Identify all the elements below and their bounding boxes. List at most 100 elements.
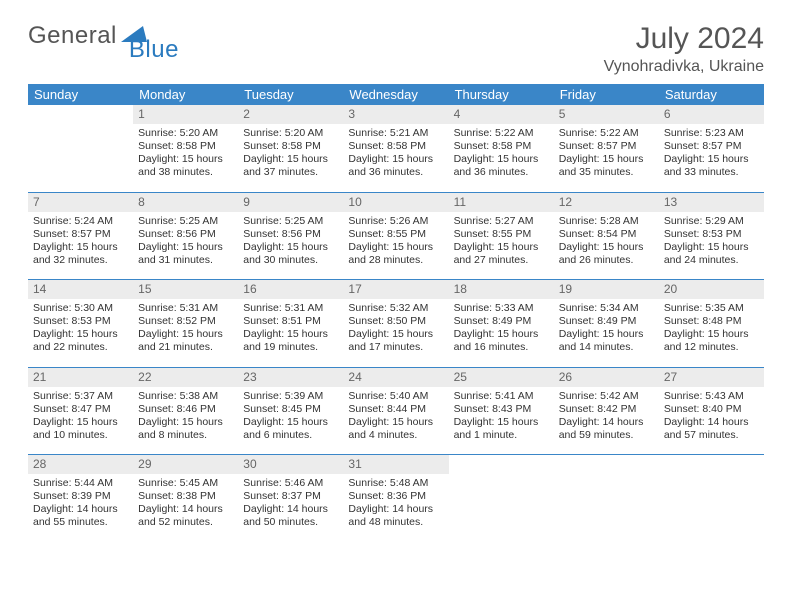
sunrise-text: Sunrise: 5:37 AM (33, 390, 128, 403)
sunrise-text: Sunrise: 5:31 AM (243, 302, 338, 315)
sunset-text: Sunset: 8:49 PM (559, 315, 654, 328)
day-detail: Sunrise: 5:28 AMSunset: 8:54 PMDaylight:… (554, 212, 659, 280)
day-detail: Sunrise: 5:35 AMSunset: 8:48 PMDaylight:… (659, 299, 764, 367)
daylight-text: Daylight: 14 hours and 55 minutes. (33, 503, 128, 529)
day-number: 8 (133, 193, 238, 212)
day-number: 22 (133, 368, 238, 387)
day-number: 21 (28, 368, 133, 387)
sunset-text: Sunset: 8:46 PM (138, 403, 233, 416)
day-detail: Sunrise: 5:20 AMSunset: 8:58 PMDaylight:… (133, 124, 238, 192)
weekday-header: Wednesday (343, 84, 448, 105)
daylight-text: Daylight: 15 hours and 36 minutes. (348, 153, 443, 179)
day-number: 25 (449, 368, 554, 387)
weekday-header: Tuesday (238, 84, 343, 105)
sunrise-text: Sunrise: 5:27 AM (454, 215, 549, 228)
weekday-header: Sunday (28, 84, 133, 105)
daylight-text: Daylight: 15 hours and 14 minutes. (559, 328, 654, 354)
calendar-day-cell: 28Sunrise: 5:44 AMSunset: 8:39 PMDayligh… (28, 455, 133, 542)
sunset-text: Sunset: 8:56 PM (243, 228, 338, 241)
sunset-text: Sunset: 8:53 PM (33, 315, 128, 328)
day-detail: Sunrise: 5:25 AMSunset: 8:56 PMDaylight:… (238, 212, 343, 280)
sunrise-text: Sunrise: 5:28 AM (559, 215, 654, 228)
daylight-text: Daylight: 15 hours and 8 minutes. (138, 416, 233, 442)
day-detail: Sunrise: 5:32 AMSunset: 8:50 PMDaylight:… (343, 299, 448, 367)
daylight-text: Daylight: 15 hours and 36 minutes. (454, 153, 549, 179)
day-detail: Sunrise: 5:22 AMSunset: 8:57 PMDaylight:… (554, 124, 659, 192)
calendar-day-cell: 9Sunrise: 5:25 AMSunset: 8:56 PMDaylight… (238, 192, 343, 280)
day-detail: Sunrise: 5:39 AMSunset: 8:45 PMDaylight:… (238, 387, 343, 455)
logo: General Blue (28, 22, 179, 50)
daylight-text: Daylight: 14 hours and 52 minutes. (138, 503, 233, 529)
day-detail: Sunrise: 5:34 AMSunset: 8:49 PMDaylight:… (554, 299, 659, 367)
calendar-day-cell: 15Sunrise: 5:31 AMSunset: 8:52 PMDayligh… (133, 280, 238, 368)
logo-text-general: General (28, 22, 117, 50)
day-detail: Sunrise: 5:46 AMSunset: 8:37 PMDaylight:… (238, 474, 343, 542)
day-detail: Sunrise: 5:33 AMSunset: 8:49 PMDaylight:… (449, 299, 554, 367)
sunrise-text: Sunrise: 5:22 AM (559, 127, 654, 140)
calendar-day-cell: 3Sunrise: 5:21 AMSunset: 8:58 PMDaylight… (343, 105, 448, 192)
sunset-text: Sunset: 8:57 PM (664, 140, 759, 153)
calendar-week-row: 28Sunrise: 5:44 AMSunset: 8:39 PMDayligh… (28, 455, 764, 542)
sunset-text: Sunset: 8:47 PM (33, 403, 128, 416)
calendar-day-cell: 7Sunrise: 5:24 AMSunset: 8:57 PMDaylight… (28, 192, 133, 280)
daylight-text: Daylight: 15 hours and 17 minutes. (348, 328, 443, 354)
sunrise-text: Sunrise: 5:41 AM (454, 390, 549, 403)
daylight-text: Daylight: 15 hours and 31 minutes. (138, 241, 233, 267)
sunset-text: Sunset: 8:58 PM (138, 140, 233, 153)
calendar-day-cell (449, 455, 554, 542)
day-number: 13 (659, 193, 764, 212)
sunrise-text: Sunrise: 5:40 AM (348, 390, 443, 403)
sunrise-text: Sunrise: 5:42 AM (559, 390, 654, 403)
daylight-text: Daylight: 15 hours and 26 minutes. (559, 241, 654, 267)
day-number (659, 455, 764, 474)
day-number: 28 (28, 455, 133, 474)
day-number: 5 (554, 105, 659, 124)
day-detail: Sunrise: 5:21 AMSunset: 8:58 PMDaylight:… (343, 124, 448, 192)
calendar-day-cell: 26Sunrise: 5:42 AMSunset: 8:42 PMDayligh… (554, 367, 659, 455)
calendar-week-row: 21Sunrise: 5:37 AMSunset: 8:47 PMDayligh… (28, 367, 764, 455)
day-number: 3 (343, 105, 448, 124)
sunset-text: Sunset: 8:58 PM (348, 140, 443, 153)
day-number: 30 (238, 455, 343, 474)
calendar-day-cell: 14Sunrise: 5:30 AMSunset: 8:53 PMDayligh… (28, 280, 133, 368)
day-number: 14 (28, 280, 133, 299)
sunset-text: Sunset: 8:58 PM (243, 140, 338, 153)
logo-text-blue: Blue (129, 36, 179, 64)
day-number: 10 (343, 193, 448, 212)
daylight-text: Daylight: 15 hours and 1 minute. (454, 416, 549, 442)
calendar-day-cell: 6Sunrise: 5:23 AMSunset: 8:57 PMDaylight… (659, 105, 764, 192)
daylight-text: Daylight: 15 hours and 10 minutes. (33, 416, 128, 442)
day-number: 16 (238, 280, 343, 299)
sunrise-text: Sunrise: 5:32 AM (348, 302, 443, 315)
day-detail: Sunrise: 5:37 AMSunset: 8:47 PMDaylight:… (28, 387, 133, 455)
sunset-text: Sunset: 8:56 PM (138, 228, 233, 241)
daylight-text: Daylight: 15 hours and 24 minutes. (664, 241, 759, 267)
sunset-text: Sunset: 8:58 PM (454, 140, 549, 153)
day-detail: Sunrise: 5:25 AMSunset: 8:56 PMDaylight:… (133, 212, 238, 280)
daylight-text: Daylight: 15 hours and 12 minutes. (664, 328, 759, 354)
calendar-day-cell: 12Sunrise: 5:28 AMSunset: 8:54 PMDayligh… (554, 192, 659, 280)
day-number: 1 (133, 105, 238, 124)
sunset-text: Sunset: 8:44 PM (348, 403, 443, 416)
daylight-text: Daylight: 15 hours and 16 minutes. (454, 328, 549, 354)
calendar-day-cell: 4Sunrise: 5:22 AMSunset: 8:58 PMDaylight… (449, 105, 554, 192)
sunset-text: Sunset: 8:49 PM (454, 315, 549, 328)
calendar-day-cell: 29Sunrise: 5:45 AMSunset: 8:38 PMDayligh… (133, 455, 238, 542)
sunset-text: Sunset: 8:57 PM (33, 228, 128, 241)
calendar-day-cell: 11Sunrise: 5:27 AMSunset: 8:55 PMDayligh… (449, 192, 554, 280)
calendar-header-row: SundayMondayTuesdayWednesdayThursdayFrid… (28, 84, 764, 105)
sunset-text: Sunset: 8:57 PM (559, 140, 654, 153)
day-detail: Sunrise: 5:38 AMSunset: 8:46 PMDaylight:… (133, 387, 238, 455)
daylight-text: Daylight: 15 hours and 19 minutes. (243, 328, 338, 354)
day-number: 7 (28, 193, 133, 212)
daylight-text: Daylight: 15 hours and 22 minutes. (33, 328, 128, 354)
daylight-text: Daylight: 15 hours and 38 minutes. (138, 153, 233, 179)
sunset-text: Sunset: 8:48 PM (664, 315, 759, 328)
daylight-text: Daylight: 15 hours and 35 minutes. (559, 153, 654, 179)
sunset-text: Sunset: 8:37 PM (243, 490, 338, 503)
calendar-day-cell: 16Sunrise: 5:31 AMSunset: 8:51 PMDayligh… (238, 280, 343, 368)
calendar-day-cell: 18Sunrise: 5:33 AMSunset: 8:49 PMDayligh… (449, 280, 554, 368)
sunrise-text: Sunrise: 5:43 AM (664, 390, 759, 403)
day-detail: Sunrise: 5:31 AMSunset: 8:52 PMDaylight:… (133, 299, 238, 367)
sunrise-text: Sunrise: 5:31 AM (138, 302, 233, 315)
